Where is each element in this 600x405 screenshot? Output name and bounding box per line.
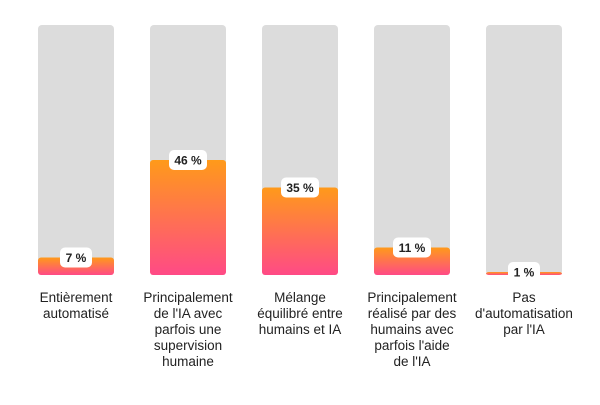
bar-track [38,25,114,275]
bar [150,160,226,275]
value-label: 46 % [174,154,202,168]
value-label-chip [508,262,540,282]
category-label: Pas d'automatisation par l'IA [475,290,573,337]
value-label: 11 % [399,241,426,255]
value-label-chip [393,237,431,258]
value-label-chip [281,177,319,198]
value-label-chip [60,247,92,268]
value-label-chip [169,150,207,170]
value-label: 7 % [66,251,87,265]
value-label: 1 % [514,266,535,280]
category-label: Principalement réalisé par des humains a… [367,290,457,369]
category-label: Entièrement automatisé [39,290,113,321]
bar [262,187,338,275]
bar-track [374,25,450,275]
value-label: 35 % [286,181,314,195]
category-label: Mélange équilibré entre humains et IA [257,290,343,337]
bar [374,247,450,275]
bar-track [486,25,562,275]
category-label: Principalement de l'IA avec parfois une … [143,290,233,369]
